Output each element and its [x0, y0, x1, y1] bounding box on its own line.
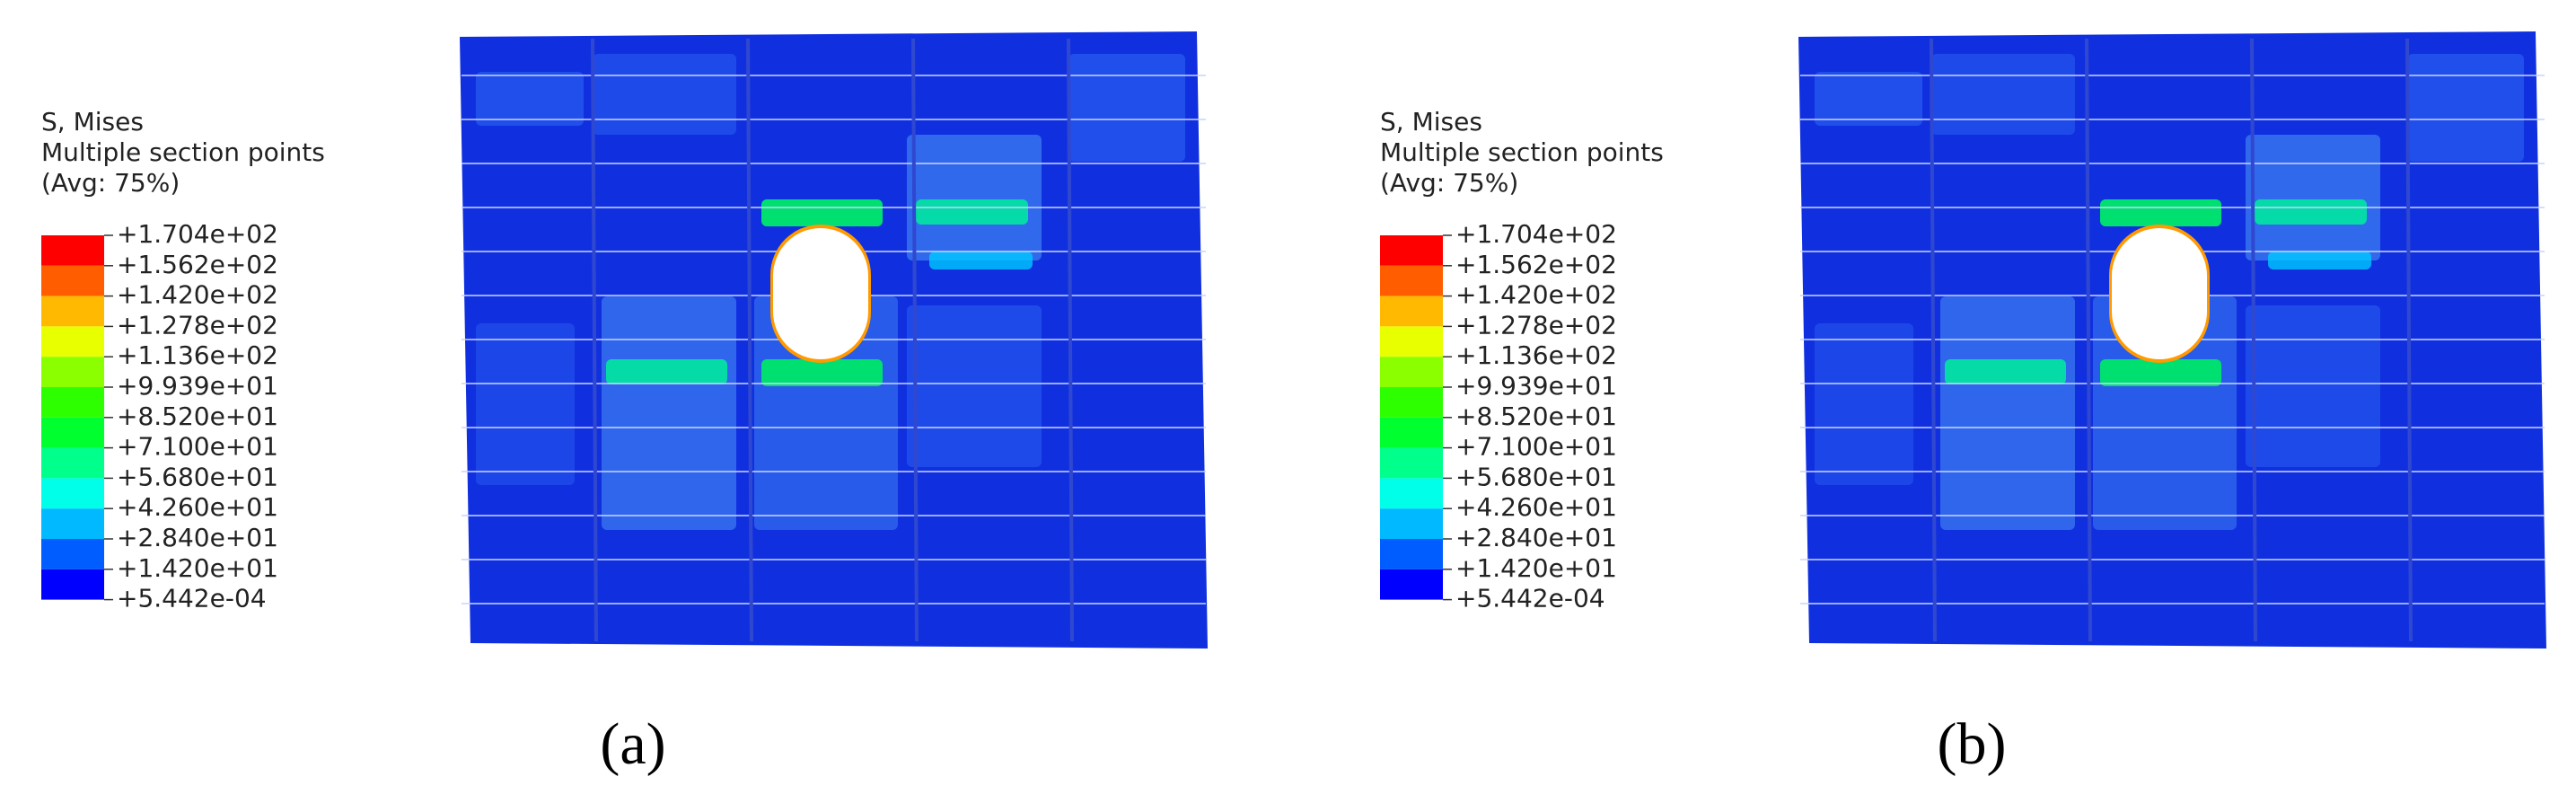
legend-swatch	[1380, 296, 1443, 327]
contour-region	[761, 359, 883, 386]
legend-label: +9.939e+01	[117, 371, 278, 401]
legend-swatch	[1380, 357, 1443, 387]
legend-label: +9.939e+01	[1455, 371, 1617, 401]
mesh-line	[2250, 38, 2257, 642]
contour-region	[2246, 135, 2380, 260]
legend-swatch	[1380, 235, 1443, 266]
legend-swatch	[1380, 265, 1443, 296]
legend-label: +2.840e+01	[117, 523, 278, 552]
legend-title: S, Mises	[41, 107, 144, 137]
contour-region	[476, 323, 575, 485]
legend-label: +4.260e+01	[1455, 492, 1617, 522]
legend-swatch	[41, 417, 104, 448]
mesh-line	[746, 38, 753, 642]
legend-label: +4.260e+01	[117, 492, 278, 522]
legend-label: +1.704e+02	[1455, 219, 1617, 249]
legend-label: +1.562e+02	[1455, 250, 1617, 279]
caption: (b)	[1938, 711, 2007, 777]
contour-region	[907, 135, 1042, 260]
contour-region	[1815, 72, 1922, 126]
contour-region	[1931, 54, 2075, 135]
contour-region	[1068, 54, 1185, 162]
legend-label: +1.420e+02	[1455, 280, 1617, 310]
legend-label: +1.704e+02	[117, 219, 278, 249]
mesh-line	[1067, 38, 1074, 642]
legend-title: (Avg: 75%)	[1380, 168, 1518, 198]
contour-region	[2407, 54, 2524, 162]
legend-title: Multiple section points	[41, 137, 325, 167]
legend-swatch	[1380, 508, 1443, 539]
contour-region	[761, 199, 883, 226]
contour-region	[1815, 323, 1913, 485]
contour-region	[476, 72, 584, 126]
legend-label: +7.100e+01	[1455, 432, 1617, 462]
contour-region	[1940, 296, 2075, 530]
legend-label: +2.840e+01	[1455, 523, 1617, 552]
legend-label: +1.420e+02	[117, 280, 278, 310]
contour-region	[907, 305, 1042, 467]
contour-region	[2100, 359, 2221, 386]
legend-label: +8.520e+01	[1455, 402, 1617, 431]
contour-region	[2246, 305, 2380, 467]
legend-label: +1.136e+02	[117, 340, 278, 370]
legend-swatch	[41, 235, 104, 266]
legend-label: +5.680e+01	[1455, 462, 1617, 491]
legend-swatch	[41, 569, 104, 600]
contour-region	[2268, 251, 2371, 269]
contour-region	[593, 54, 736, 135]
legend-swatch	[1380, 478, 1443, 509]
legend-label: +5.680e+01	[117, 462, 278, 491]
hole	[773, 228, 868, 359]
legend-label: +1.136e+02	[1455, 340, 1617, 370]
legend-label: +8.520e+01	[117, 402, 278, 431]
legend-swatch	[1380, 417, 1443, 448]
legend-label: +5.442e-04	[1455, 584, 1605, 613]
legend-swatch	[1380, 447, 1443, 479]
legend-swatch	[41, 296, 104, 327]
legend-swatch	[41, 539, 104, 569]
legend-swatch	[41, 447, 104, 479]
contour-region	[916, 199, 1028, 225]
legend-swatch	[41, 265, 104, 296]
legend-swatch	[41, 326, 104, 357]
contour-region	[929, 251, 1033, 269]
mesh-line	[2085, 38, 2092, 642]
mesh-line	[911, 38, 919, 642]
hole	[2112, 228, 2207, 359]
legend-title: S, Mises	[1380, 107, 1482, 137]
legend-label: +7.100e+01	[117, 432, 278, 462]
legend-swatch	[1380, 569, 1443, 600]
contour-region	[2255, 199, 2367, 225]
mesh-line	[2405, 38, 2413, 642]
legend-swatch	[41, 387, 104, 418]
contour-region	[2100, 199, 2221, 226]
legend-title: Multiple section points	[1380, 137, 1664, 167]
legend-label: +5.442e-04	[117, 584, 267, 613]
contour-region	[1945, 359, 2066, 384]
legend-swatch	[41, 357, 104, 387]
legend-label: +1.420e+01	[1455, 553, 1617, 583]
contour-region	[606, 359, 727, 384]
mesh-line	[1930, 38, 1937, 642]
legend-swatch	[1380, 539, 1443, 569]
legend-swatch	[1380, 326, 1443, 357]
legend-label: +1.278e+02	[1455, 310, 1617, 340]
legend-label: +1.278e+02	[117, 310, 278, 340]
mesh-line	[591, 38, 598, 642]
legend-title: (Avg: 75%)	[41, 168, 180, 198]
legend-label: +1.562e+02	[117, 250, 278, 279]
legend-label: +1.420e+01	[117, 553, 278, 583]
contour-region	[602, 296, 736, 530]
legend-swatch	[41, 478, 104, 509]
caption: (a)	[600, 711, 665, 777]
legend-swatch	[41, 508, 104, 539]
legend-swatch	[1380, 387, 1443, 418]
